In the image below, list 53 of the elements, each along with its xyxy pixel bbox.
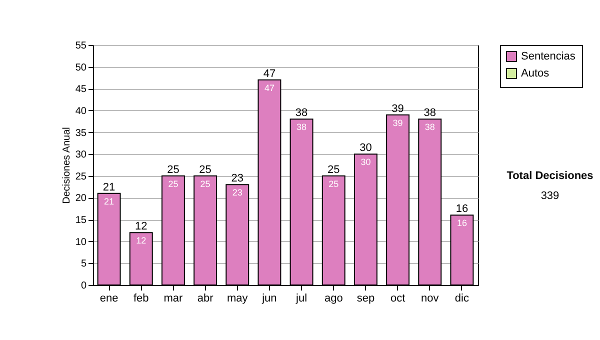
data-label: 38	[296, 122, 307, 132]
data-label: 12	[136, 236, 146, 246]
total-label: 39	[392, 102, 404, 115]
x-tick-label: mar	[164, 292, 184, 304]
total-label: 23	[231, 172, 244, 185]
y-tick-label: 50	[75, 62, 87, 74]
x-tick-label: dic	[454, 292, 470, 304]
data-label: 23	[232, 188, 242, 198]
x-tick-label: ene	[100, 292, 118, 304]
y-axis-title: Decisiones Anual	[61, 127, 72, 204]
legend-label: Sentencias	[521, 50, 576, 62]
x-tick-label: jun	[261, 292, 277, 304]
x-tick-label: nov	[421, 292, 440, 304]
x-tick-label: may	[226, 292, 248, 304]
data-label: 25	[168, 178, 178, 189]
y-tick-label: 40	[75, 106, 87, 117]
total-label: 25	[167, 164, 180, 176]
legend-label: Autos	[521, 68, 550, 80]
data-label: 47	[264, 82, 274, 93]
x-tick-label: abr	[197, 292, 214, 304]
y-tick-label: 25	[75, 171, 87, 182]
data-label: 25	[200, 178, 210, 189]
y-tick-label: 45	[75, 84, 87, 96]
total-label: 21	[102, 181, 116, 194]
x-tick-label: jul	[295, 292, 308, 304]
x-tick-label: ago	[324, 292, 343, 304]
total-label: 25	[328, 164, 340, 176]
data-label: 25	[328, 178, 339, 189]
y-tick-label: 20	[75, 193, 87, 204]
x-tick-label: sep	[356, 292, 375, 304]
y-tick-label: 0	[80, 280, 87, 292]
total-label: 16	[456, 203, 468, 216]
total-label: 38	[295, 107, 308, 120]
data-label: 38	[424, 122, 435, 132]
data-label: 21	[104, 196, 114, 206]
y-tick-label: 5	[80, 258, 87, 270]
total-label: 38	[424, 107, 436, 120]
total-label: 12	[135, 220, 148, 233]
total-label: 47	[263, 68, 276, 80]
data-label: 39	[392, 118, 403, 128]
x-tick-label: oct	[390, 292, 406, 304]
y-tick-label: 10	[75, 236, 87, 248]
text: 339	[540, 190, 560, 202]
x-tick-label: feb	[133, 292, 149, 304]
y-tick-label: 30	[75, 150, 87, 161]
y-tick-label: 15	[75, 215, 87, 226]
data-label: 16	[456, 218, 467, 228]
total-label: 30	[360, 142, 372, 154]
total-label: 25	[199, 164, 212, 176]
y-tick-label: 35	[75, 128, 87, 139]
data-label: 30	[360, 157, 371, 168]
y-tick-label: 55	[75, 40, 87, 52]
text: Total Decisiones	[506, 170, 594, 182]
